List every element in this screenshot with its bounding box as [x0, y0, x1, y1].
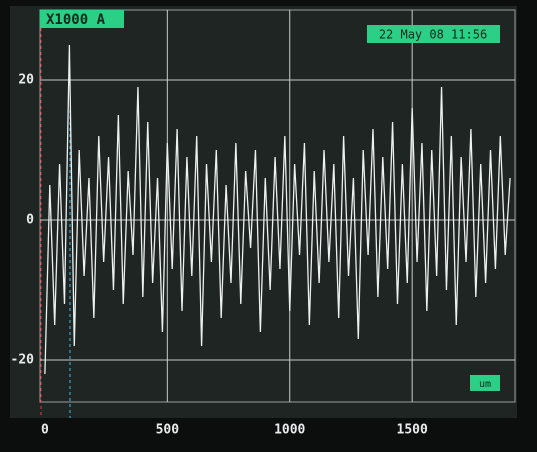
y-tick-label: 0: [26, 213, 34, 228]
timestamp: 22 May 08 11:56: [379, 28, 487, 42]
plot-frame: [39, 9, 516, 403]
y-tick-label: 20: [18, 73, 34, 88]
x-tick-label: 500: [156, 423, 180, 438]
x-tick-label: 1500: [397, 423, 428, 438]
unit-box: [470, 375, 500, 391]
y-tick-label: -20: [11, 353, 35, 368]
x-tick-label: 1000: [274, 423, 305, 438]
channel-label: X1000 A: [46, 12, 106, 28]
unit-label: um: [479, 379, 491, 390]
timestamp-box: [367, 25, 500, 43]
channel-box: [40, 10, 124, 28]
signal-line: [44, 44, 511, 375]
plot-background: [10, 6, 517, 418]
x-tick-label: 0: [41, 423, 49, 438]
